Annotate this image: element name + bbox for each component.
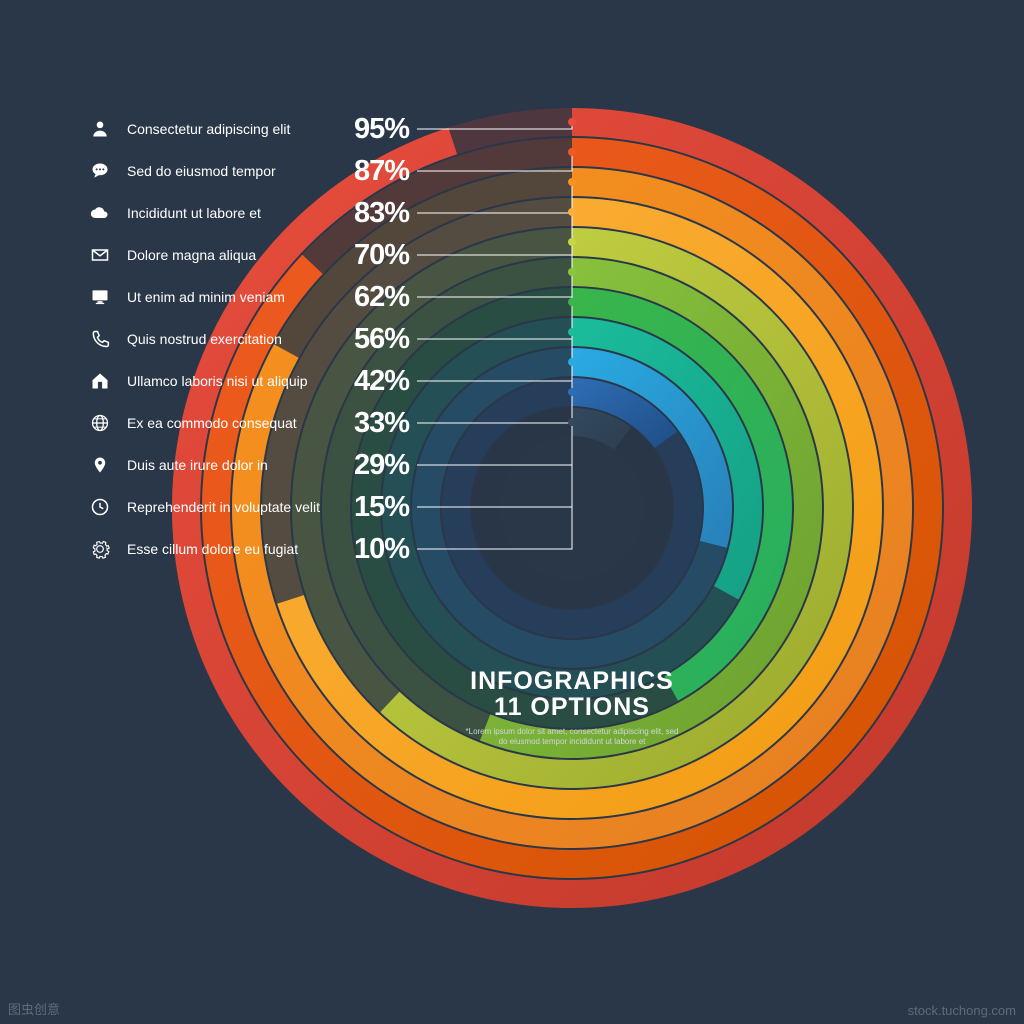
globe-icon (85, 408, 115, 438)
legend-label: Ex ea commodo consequat (127, 415, 337, 431)
legend-value: 29% (337, 449, 409, 482)
legend-value: 95% (337, 113, 409, 146)
home-icon (85, 366, 115, 396)
leader-dot (568, 328, 576, 336)
legend-value: 56% (337, 323, 409, 356)
pin-icon (85, 450, 115, 480)
legend-list: Consectetur adipiscing elit95%Sed do eiu… (85, 108, 409, 570)
legend-row: Consectetur adipiscing elit95% (85, 108, 409, 150)
legend-label: Reprehenderit in voluptate velit (127, 499, 337, 515)
legend-value: 70% (337, 239, 409, 272)
legend-label: Ut enim ad minim veniam (127, 289, 337, 305)
leader-dot (568, 298, 576, 306)
phone-icon (85, 324, 115, 354)
legend-value: 15% (337, 491, 409, 524)
legend-label: Esse cillum dolore eu fugiat (127, 541, 337, 557)
clock-icon (85, 492, 115, 522)
leader-dot (568, 358, 576, 366)
legend-value: 42% (337, 365, 409, 398)
watermark-right: stock.tuchong.com (908, 1003, 1016, 1018)
legend-label: Sed do eiusmod tempor (127, 163, 337, 179)
legend-row: Duis aute irure dolor in29% (85, 444, 409, 486)
chart-subtitle: 11 OPTIONS (442, 694, 702, 720)
legend-row: Ex ea commodo consequat33% (85, 402, 409, 444)
legend-row: Quis nostrud exercitation56% (85, 318, 409, 360)
legend-label: Dolore magna aliqua (127, 247, 337, 263)
legend-label: Ullamco laboris nisi ut aliquip (127, 373, 337, 389)
leader-dot (568, 268, 576, 276)
leader-dot (568, 208, 576, 216)
legend-value: 10% (337, 533, 409, 566)
legend-value: 83% (337, 197, 409, 230)
legend-value: 87% (337, 155, 409, 188)
leader-dot (568, 418, 576, 426)
leader-dot (568, 388, 576, 396)
legend-row: Ullamco laboris nisi ut aliquip42% (85, 360, 409, 402)
legend-label: Duis aute irure dolor in (127, 457, 337, 473)
legend-label: Quis nostrud exercitation (127, 331, 337, 347)
legend-row: Incididunt ut labore et83% (85, 192, 409, 234)
legend-value: 62% (337, 281, 409, 314)
leader-dot (568, 118, 576, 126)
legend-row: Reprehenderit in voluptate velit15% (85, 486, 409, 528)
watermark-left: 图虫创意 (8, 999, 60, 1018)
chat-icon (85, 156, 115, 186)
legend-row: Esse cillum dolore eu fugiat10% (85, 528, 409, 570)
mail-icon (85, 240, 115, 270)
legend-row: Dolore magna aliqua70% (85, 234, 409, 276)
center-text-block: INFOGRAPHICS 11 OPTIONS *Lorem ipsum dol… (442, 668, 702, 747)
legend-value: 33% (337, 407, 409, 440)
legend-label: Incididunt ut labore et (127, 205, 337, 221)
legend-label: Consectetur adipiscing elit (127, 121, 337, 137)
leader-dot (568, 178, 576, 186)
gear-icon (85, 534, 115, 564)
legend-row: Sed do eiusmod tempor87% (85, 150, 409, 192)
leader-dot (568, 148, 576, 156)
chart-title: INFOGRAPHICS (442, 668, 702, 694)
leader-dot (568, 238, 576, 246)
person-icon (85, 114, 115, 144)
monitor-icon (85, 282, 115, 312)
chart-caption: *Lorem ipsum dolor sit amet, consectetur… (442, 727, 702, 748)
cloud-icon (85, 198, 115, 228)
legend-row: Ut enim ad minim veniam62% (85, 276, 409, 318)
